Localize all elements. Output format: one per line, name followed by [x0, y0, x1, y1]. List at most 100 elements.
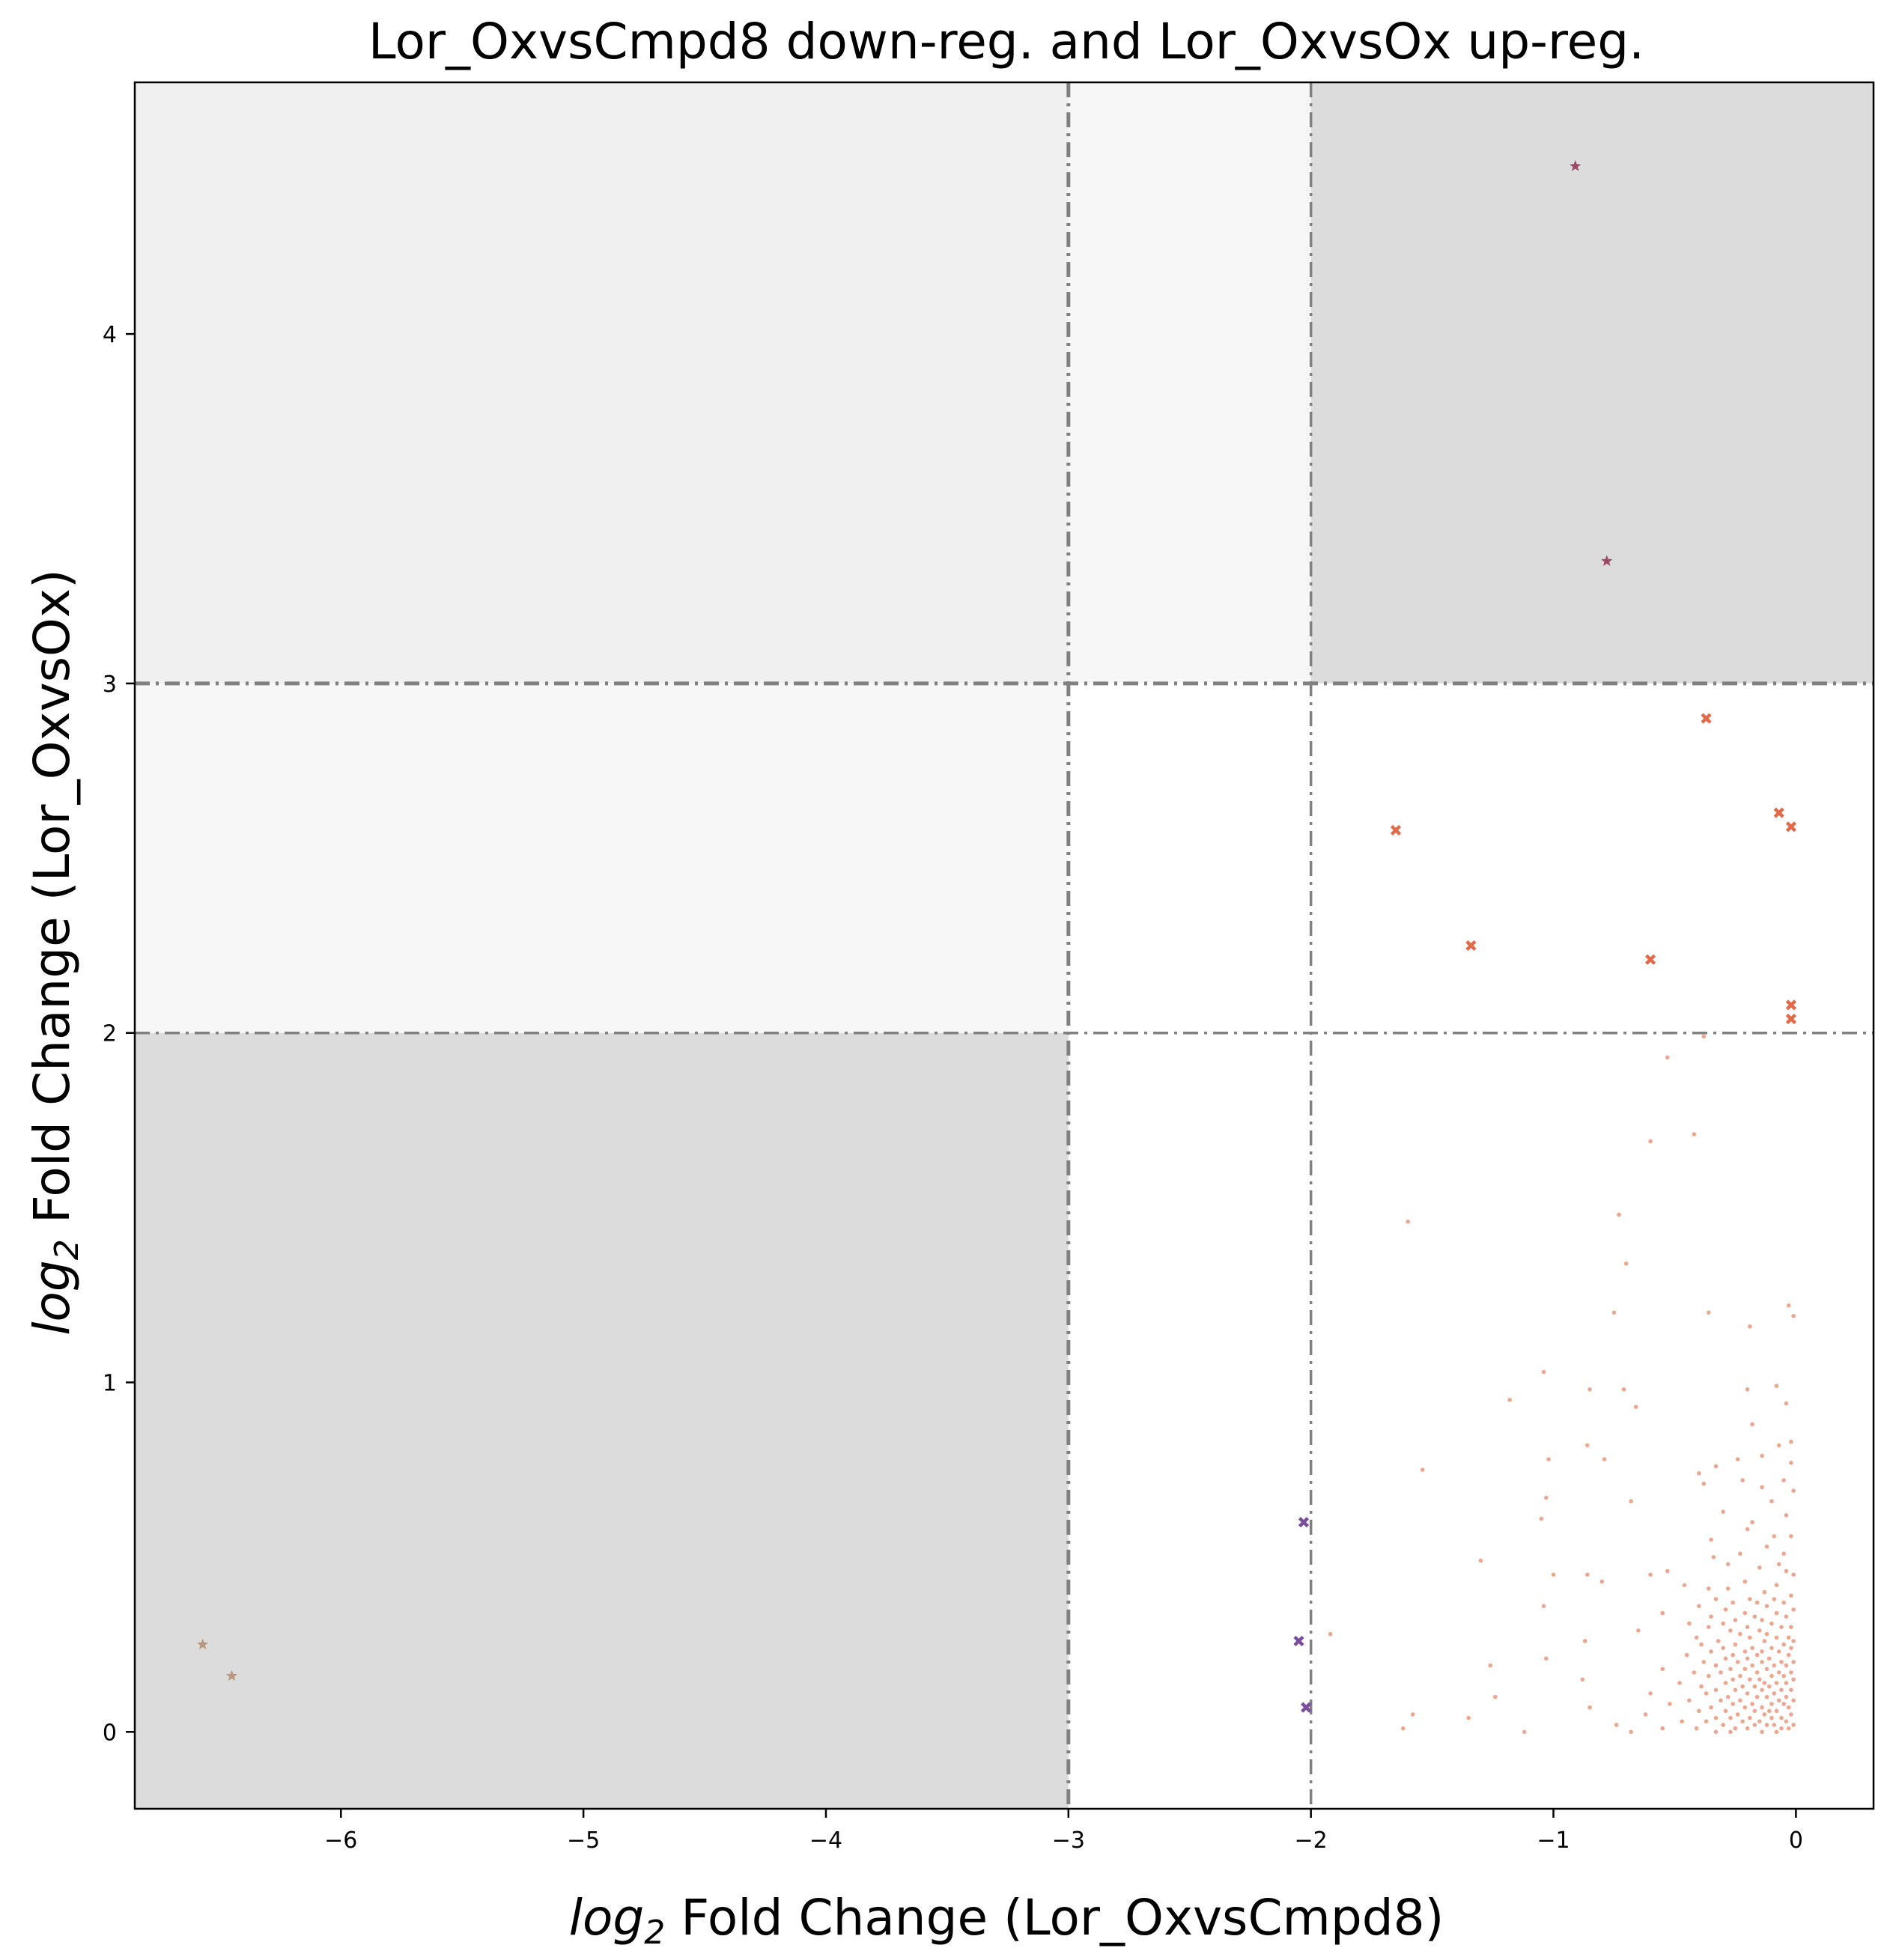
data-point-dot-5-38: [1544, 1495, 1549, 1500]
data-point-dot-5-95: [1706, 1625, 1711, 1630]
y-axis-label-subscript: 2: [48, 1239, 86, 1260]
data-points: [197, 160, 1796, 1735]
data-point-dot-5-101: [1764, 1631, 1769, 1637]
data-point-dot-5-32: [1697, 1471, 1701, 1476]
data-point-dot-5-49: [1764, 1544, 1769, 1549]
data-point-dot-5-157: [1748, 1677, 1752, 1682]
data-point-dot-5-5: [1406, 1219, 1411, 1224]
data-point-dot-5-43: [1539, 1516, 1544, 1521]
data-point-dot-5-148: [1719, 1670, 1723, 1675]
data-point-dot-5-233: [1629, 1729, 1633, 1735]
data-point-dot-5-179: [1492, 1694, 1498, 1699]
x-tick-label-2: −5: [567, 1827, 600, 1854]
data-point-dot-5-79: [1764, 1604, 1769, 1609]
x-axis-label: log2 Fold Change (Lor_OxvsCmpd8): [569, 1889, 1444, 1952]
data-point-dot-5-63: [1599, 1579, 1605, 1584]
y-axis-ticks: 0 1 2 3 4: [103, 322, 135, 1746]
data-point-dot-5-26: [1602, 1457, 1607, 1461]
data-point-dot-5-64: [1742, 1579, 1748, 1584]
data-point-star-1-2: [1601, 555, 1613, 566]
shaded-region-3: [1310, 82, 1874, 684]
data-point-dot-5-186: [1750, 1702, 1754, 1706]
data-point-dot-5-29: [1789, 1461, 1793, 1465]
data-point-dot-5-85: [1709, 1614, 1713, 1619]
data-point-dot-5-160: [1762, 1681, 1767, 1685]
data-point-dot-5-213: [1757, 1719, 1762, 1724]
data-point-dot-5-214: [1784, 1719, 1789, 1724]
data-point-dot-5-152: [1706, 1673, 1711, 1679]
data-point-dot-5-163: [1740, 1684, 1745, 1689]
data-point-dot-5-115: [1769, 1646, 1774, 1651]
data-point-dot-5-202: [1735, 1712, 1740, 1717]
data-point-dot-5-215: [1740, 1719, 1745, 1724]
data-point-dot-5-156: [1791, 1677, 1796, 1682]
data-point-dot-5-232: [1760, 1729, 1764, 1735]
data-point-dot-5-128: [1745, 1656, 1750, 1661]
data-point-dot-5-96: [1779, 1625, 1784, 1630]
data-point-x-3-3: [1301, 1702, 1312, 1713]
data-point-dot-5-119: [1760, 1649, 1764, 1654]
data-point-dot-5-50: [1738, 1551, 1742, 1556]
data-point-dot-5-194: [1786, 1705, 1791, 1710]
data-point-dot-5-20: [1784, 1401, 1789, 1406]
data-point-dot-5-44: [1750, 1520, 1754, 1525]
data-point-dot-5-176: [1725, 1694, 1731, 1699]
data-point-dot-5-34: [1740, 1478, 1745, 1483]
data-point-dot-5-112: [1781, 1642, 1786, 1647]
data-point-dot-5-162: [1784, 1681, 1789, 1685]
data-point-dot-5-205: [1643, 1712, 1648, 1717]
data-point-dot-5-164: [1699, 1684, 1704, 1689]
data-point-dot-5-142: [1742, 1667, 1748, 1672]
data-point-dot-5-74: [1754, 1600, 1760, 1605]
data-point-dot-5-57: [1665, 1568, 1670, 1574]
data-point-dot-5-47: [1772, 1534, 1777, 1539]
data-point-dot-5-46: [1709, 1537, 1713, 1542]
data-point-dot-5-161: [1723, 1681, 1728, 1685]
data-point-dot-5-159: [1677, 1681, 1682, 1685]
data-point-dot-5-116: [1721, 1646, 1726, 1651]
data-point-dot-5-158: [1774, 1681, 1779, 1685]
data-point-dot-5-108: [1582, 1639, 1587, 1643]
data-point-dot-5-124: [1754, 1652, 1760, 1658]
data-point-dot-5-15: [1621, 1387, 1626, 1392]
y-tick-label-2: 1: [103, 1371, 117, 1397]
data-point-star-4-2: [225, 1670, 238, 1681]
data-point-dot-5-100: [1328, 1631, 1333, 1637]
threshold-lines: [135, 82, 1874, 1809]
shaded-region-5: [135, 1032, 1069, 1809]
data-point-dot-5-130: [1779, 1660, 1784, 1664]
data-point-dot-5-144: [1776, 1670, 1781, 1675]
data-point-dot-5-198: [1774, 1708, 1779, 1714]
x-tick-label-5: −2: [1295, 1827, 1328, 1854]
data-point-dot-5-33: [1781, 1478, 1786, 1483]
data-point-dot-5-192: [1709, 1705, 1713, 1710]
data-point-dot-5-94: [1745, 1625, 1750, 1630]
data-point-dot-5-7: [1623, 1261, 1629, 1266]
data-point-dot-5-189: [1731, 1702, 1735, 1706]
data-point-dot-5-58: [1784, 1568, 1789, 1574]
data-point-dot-5-226: [1694, 1726, 1699, 1731]
data-point-dot-5-211: [1466, 1715, 1471, 1720]
data-point-dot-5-227: [1745, 1726, 1750, 1731]
data-point-dot-5-208: [1748, 1715, 1752, 1720]
data-point-dot-5-65: [1774, 1583, 1779, 1588]
data-point-dot-5-177: [1784, 1694, 1789, 1699]
data-point-dot-5-89: [1760, 1618, 1764, 1622]
data-point-dot-5-18: [1507, 1398, 1513, 1402]
x-tick-label-6: −1: [1537, 1827, 1570, 1854]
data-point-dot-5-71: [1748, 1597, 1752, 1601]
data-point-dot-5-117: [1789, 1646, 1793, 1651]
data-point-dot-5-167: [1779, 1687, 1784, 1693]
data-point-dot-5-109: [1762, 1639, 1767, 1643]
data-point-dot-5-31: [1420, 1467, 1425, 1473]
threshold-regions: [135, 82, 1874, 1809]
data-point-dot-5-55: [1776, 1562, 1781, 1567]
data-point-dot-5-25: [1546, 1457, 1551, 1461]
data-point-dot-5-125: [1786, 1652, 1791, 1658]
data-point-dot-5-42: [1784, 1513, 1789, 1518]
data-point-dot-5-228: [1400, 1726, 1406, 1731]
data-point-dot-5-141: [1764, 1667, 1769, 1672]
data-point-dot-5-196: [1766, 1708, 1772, 1714]
data-point-dot-5-82: [1742, 1610, 1748, 1616]
